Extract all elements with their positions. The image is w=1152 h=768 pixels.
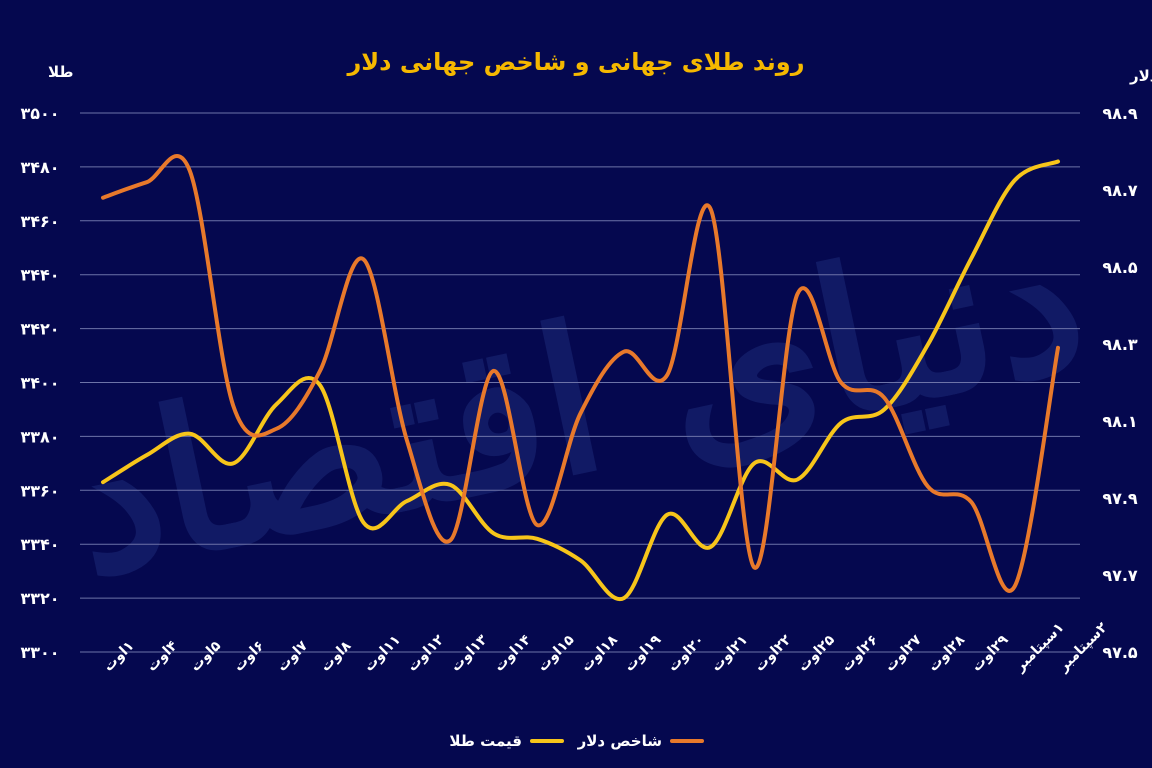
- x-tick-label: ۱اوت: [101, 638, 138, 675]
- x-tick-label: ۱۴اوت: [491, 632, 534, 675]
- left-tick-label: ۳۴۶۰: [20, 212, 59, 231]
- x-tick-label: ۲۹اوت: [969, 632, 1012, 675]
- right-tick-label: ۹۸.۱: [1102, 412, 1137, 431]
- legend: شاخص دلار قیمت طلا: [449, 732, 704, 750]
- x-tick-label: ۲۸اوت: [925, 632, 968, 675]
- right-tick-label: ۹۸.۵: [1102, 258, 1138, 277]
- x-tick-label: ۱۵اوت: [535, 632, 578, 675]
- left-tick-label: ۳۳۴۰: [20, 535, 59, 554]
- chart-title: روند طلای جهانی و شاخص جهانی دلار: [346, 48, 804, 76]
- x-tick-label: ۲۵اوت: [795, 632, 838, 675]
- left-axis-ticks: ۳۳۰۰ ۳۳۲۰ ۳۳۴۰ ۳۳۶۰ ۳۳۸۰ ۳۴۰۰ ۳۴۲۰ ۳۴۴۰ ۳۴۶۰ ۳۴۸۰…: [20, 104, 59, 662]
- left-tick-label: ۳۴۰۰: [20, 374, 59, 393]
- right-tick-label: ۹۷.۷: [1102, 566, 1138, 585]
- right-tick-label: ۹۷.۹: [1102, 489, 1138, 508]
- right-tick-label: ۹۷.۵: [1102, 643, 1138, 662]
- x-tick-label: ۱۲اوت: [404, 632, 447, 675]
- series-lines: [101, 154, 1060, 602]
- x-tick-label: ۸اوت: [318, 638, 355, 675]
- right-tick-label: ۹۸.۹: [1102, 104, 1138, 123]
- left-tick-label: ۳۳۶۰: [20, 481, 59, 500]
- x-tick-label: ۲۰اوت: [665, 632, 708, 675]
- legend-item: شاخص دلار: [577, 732, 704, 750]
- left-tick-label: ۳۳۲۰: [20, 589, 59, 608]
- right-tick-label: ۹۸.۳: [1102, 335, 1138, 354]
- x-tick-label: ۱۳اوت: [448, 632, 491, 675]
- right-axis-ticks: ۹۷.۵ ۹۷.۷ ۹۷.۹ ۹۸.۱ ۹۸.۳ ۹۸.۵ ۹۸.۷ ۹۸.۹: [1102, 104, 1138, 662]
- x-tick-label: ۵اوت: [187, 638, 224, 675]
- left-tick-label: ۳۳۸۰: [20, 427, 59, 446]
- x-tick-label: ۱۹اوت: [621, 632, 664, 675]
- left-tick-label: ۳۴۴۰: [20, 266, 59, 285]
- x-tick-label: ۱۱اوت: [361, 632, 404, 675]
- left-axis-label: طلا: [48, 63, 74, 81]
- dollar-index-line: [101, 154, 1060, 593]
- x-tick-label: ۷اوت: [274, 638, 311, 675]
- legend-label: قیمت طلا: [449, 732, 522, 750]
- x-tick-label: ۲۶اوت: [838, 632, 881, 675]
- legend-item: قیمت طلا: [449, 732, 564, 750]
- x-tick-label: ۶اوت: [231, 638, 268, 675]
- x-tick-label: ۱۸اوت: [578, 632, 621, 675]
- right-tick-label: ۹۸.۷: [1102, 181, 1138, 200]
- x-tick-label: ۴اوت: [144, 638, 181, 675]
- x-axis-ticks: ۱اوت ۴اوت ۵اوت ۶اوت ۷اوت ۸اوت ۱۱اوت۱۲اوت۱۳اوت۱…: [101, 619, 1112, 675]
- left-tick-label: ۳۴۸۰: [20, 158, 59, 177]
- legend-label: شاخص دلار: [577, 732, 662, 750]
- gold-price-line: [101, 159, 1060, 602]
- left-tick-label: ۳۴۲۰: [20, 320, 59, 339]
- left-tick-label: ۳۵۰۰: [20, 104, 59, 123]
- left-tick-label: ۳۳۰۰: [20, 643, 59, 662]
- x-tick-label: ۲۱اوت: [708, 632, 751, 675]
- x-tick-label: ۲۲اوت: [752, 632, 795, 675]
- grid: [80, 112, 1080, 653]
- right-axis-label: دلار: [1129, 67, 1152, 85]
- x-tick-label: ۲۷اوت: [882, 632, 925, 675]
